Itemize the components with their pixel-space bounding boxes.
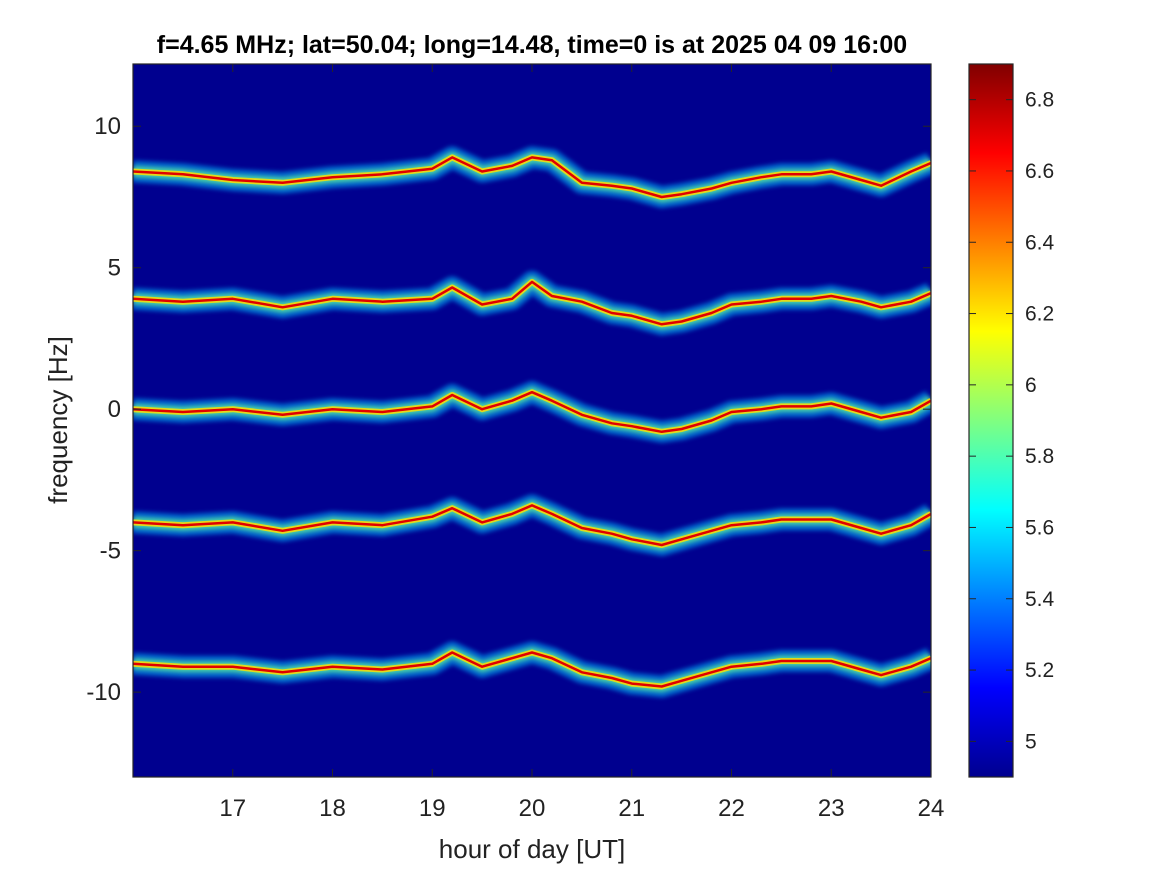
colorbar-tick-label: 6.6: [1025, 160, 1054, 183]
x-tick-label: 20: [519, 795, 546, 822]
x-tick-label: 24: [918, 795, 945, 822]
colorbar-tick-label: 6.2: [1025, 303, 1054, 326]
x-tick-label: 22: [718, 795, 745, 822]
x-tick-label: 18: [319, 795, 346, 822]
x-axis-ticks: 17 18 19 20 21 22 23 24: [219, 64, 944, 822]
spectral-traces: [133, 146, 931, 698]
colorbar-tick-label: 6.8: [1025, 89, 1054, 112]
colorbar-tick-label: 6: [1025, 374, 1037, 397]
trace-line: [133, 156, 931, 199]
y-tick-label: -5: [100, 538, 121, 565]
trace-line: [133, 390, 931, 434]
y-tick-label: 5: [108, 255, 121, 282]
colorbar-tick-label: 5.6: [1025, 516, 1054, 539]
y-tick-label: -10: [86, 679, 121, 706]
colorbar-tick-label: 5.4: [1025, 588, 1055, 611]
x-tick-label: 21: [618, 795, 645, 822]
x-tick-label: 17: [219, 795, 246, 822]
chart-title: f=4.65 MHz; lat=50.04; long=14.48, time=…: [157, 31, 907, 59]
x-tick-label: 19: [419, 795, 446, 822]
y-axis-label: frequency [Hz]: [43, 336, 73, 504]
colorbar-tick-label: 5: [1025, 730, 1037, 753]
trace-line: [133, 651, 931, 688]
y-tick-label: 0: [108, 396, 121, 423]
colorbar: [968, 63, 1014, 778]
colorbar-tick-label: 6.4: [1025, 231, 1055, 254]
y-tick-label: 10: [94, 113, 121, 140]
colorbar-tick-label: 5.2: [1025, 659, 1054, 682]
trace-line: [133, 280, 931, 326]
x-tick-label: 23: [818, 795, 845, 822]
trace-line: [133, 504, 931, 547]
colorbar-tick-label: 5.8: [1025, 445, 1054, 468]
x-axis-label: hour of day [UT]: [439, 834, 625, 864]
y-axis-ticks: 10 5 0 -5 -10: [86, 113, 931, 706]
colorbar-ticks: 6.8 6.6 6.4 6.2 6 5.8 5.6 5.4 5.2 5: [969, 89, 1055, 753]
